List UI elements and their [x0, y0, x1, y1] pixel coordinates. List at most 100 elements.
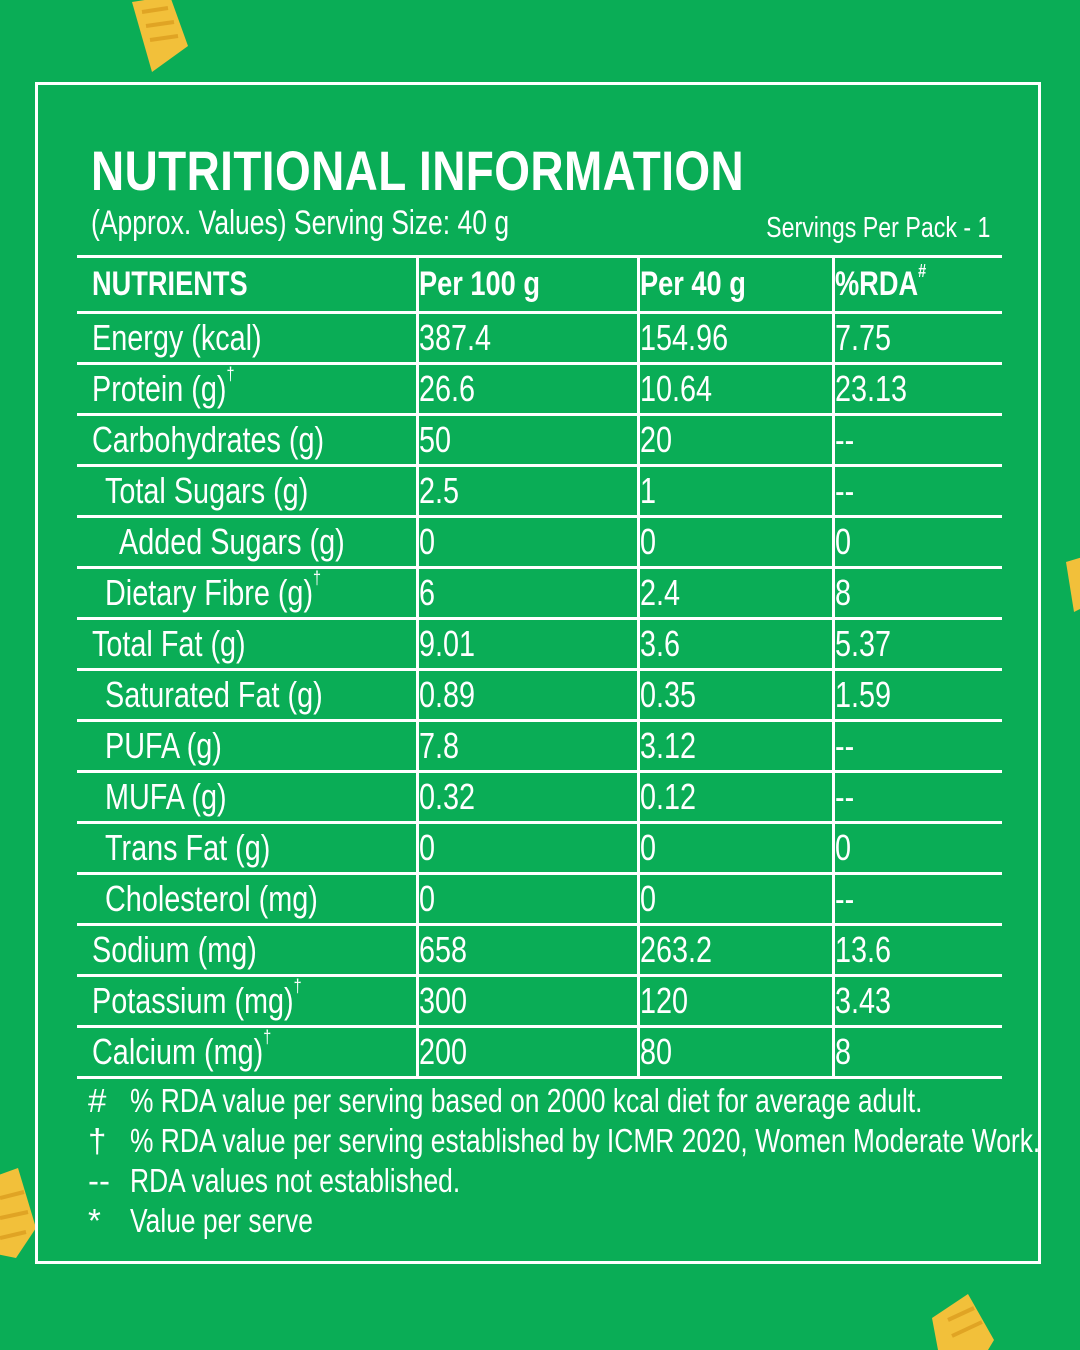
- footnote-text: RDA values not established.: [130, 1162, 461, 1199]
- dagger-mark: †: [313, 568, 322, 589]
- serving-size-label: (Approx. Values) Serving Size: 40 g: [91, 204, 510, 242]
- nutrient-name: Dietary Fibre (g)†: [77, 566, 417, 620]
- table-row: Total Fat (g) 9.01 3.6 5.37: [77, 617, 1002, 671]
- rda-value: --: [831, 464, 1002, 518]
- table-row: Sodium (mg) 658 263.2 13.6: [77, 923, 1002, 977]
- nutrient-name: Protein (g)†: [77, 362, 417, 416]
- rda-hash-mark: #: [917, 261, 926, 281]
- header-rda: %RDA#: [831, 255, 1002, 314]
- table-row: Potassium (mg)† 300 120 3.43: [77, 974, 1002, 1028]
- table-row: Cholesterol (mg) 0 0 --: [77, 872, 1002, 926]
- nutrient-name: PUFA (g): [77, 719, 417, 773]
- dagger-mark: †: [263, 1027, 272, 1048]
- snack-chip-image: [0, 1168, 36, 1258]
- per-40g-value: 0.35: [636, 668, 833, 722]
- header-per-40g: Per 40 g: [636, 255, 833, 314]
- per-100g-value: 0: [415, 515, 638, 569]
- per-100g-value: 300: [415, 974, 638, 1028]
- nutrient-name: MUFA (g): [77, 770, 417, 824]
- nutrient-name: Total Fat (g): [77, 617, 417, 671]
- per-100g-value: 200: [415, 1025, 638, 1079]
- per-100g-value: 2.5: [415, 464, 638, 518]
- header-nutrients: NUTRIENTS: [77, 255, 417, 314]
- table-row: Saturated Fat (g) 0.89 0.35 1.59: [77, 668, 1002, 722]
- footnote-symbol: †: [88, 1122, 107, 1159]
- footnote-text: Value per serve: [130, 1202, 313, 1239]
- nutrient-name: Saturated Fat (g): [77, 668, 417, 722]
- rda-value: 13.6: [831, 923, 1002, 977]
- footnote-symbol: *: [88, 1202, 101, 1239]
- per-100g-value: 0: [415, 821, 638, 875]
- table-row: Trans Fat (g) 0 0 0: [77, 821, 1002, 875]
- per-100g-value: 0.32: [415, 770, 638, 824]
- table-row: Total Sugars (g) 2.5 1 --: [77, 464, 1002, 518]
- rda-value: 3.43: [831, 974, 1002, 1028]
- per-40g-value: 1: [636, 464, 833, 518]
- per-100g-value: 7.8: [415, 719, 638, 773]
- table-row: Added Sugars (g) 0 0 0: [77, 515, 1002, 569]
- footnote-symbol: --: [88, 1162, 110, 1199]
- table-row: PUFA (g) 7.8 3.12 --: [77, 719, 1002, 773]
- rda-value: --: [831, 872, 1002, 926]
- rda-value: --: [831, 770, 1002, 824]
- per-40g-value: 3.6: [636, 617, 833, 671]
- nutrient-name: Total Sugars (g): [77, 464, 417, 518]
- rda-value: --: [831, 719, 1002, 773]
- nutrition-table: NUTRIENTS Per 100 g Per 40 g %RDA# Energ…: [77, 255, 1002, 1079]
- header-per-100g: Per 100 g: [415, 255, 638, 314]
- per-40g-value: 10.64: [636, 362, 833, 416]
- per-40g-value: 263.2: [636, 923, 833, 977]
- per-40g-value: 154.96: [636, 311, 833, 365]
- rda-value: 0: [831, 515, 1002, 569]
- rda-value: 5.37: [831, 617, 1002, 671]
- per-100g-value: 387.4: [415, 311, 638, 365]
- per-100g-value: 50: [415, 413, 638, 467]
- nutrient-name: Cholesterol (mg): [77, 872, 417, 926]
- rda-value: 7.75: [831, 311, 1002, 365]
- footnote-text: % RDA value per serving established by I…: [130, 1122, 1041, 1159]
- per-40g-value: 2.4: [636, 566, 833, 620]
- dagger-mark: †: [293, 976, 302, 997]
- table-row: Protein (g)† 26.6 10.64 23.13: [77, 362, 1002, 416]
- table-header-row: NUTRIENTS Per 100 g Per 40 g %RDA#: [77, 255, 1002, 314]
- nutrition-panel: [35, 82, 1041, 1264]
- table-row: Dietary Fibre (g)† 6 2.4 8: [77, 566, 1002, 620]
- nutrient-name: Trans Fat (g): [77, 821, 417, 875]
- nutrient-name: Carbohydrates (g): [77, 413, 417, 467]
- rda-value: --: [831, 413, 1002, 467]
- nutrient-name: Potassium (mg)†: [77, 974, 417, 1028]
- per-100g-value: 26.6: [415, 362, 638, 416]
- per-40g-value: 80: [636, 1025, 833, 1079]
- rda-value: 8: [831, 566, 1002, 620]
- snack-chip-image: [932, 1294, 994, 1350]
- table-row: Calcium (mg)† 200 80 8: [77, 1025, 1002, 1079]
- per-40g-value: 0: [636, 515, 833, 569]
- nutrient-name: Calcium (mg)†: [77, 1025, 417, 1079]
- footnote-text: % RDA value per serving based on 2000 kc…: [130, 1082, 923, 1119]
- per-40g-value: 20: [636, 413, 833, 467]
- nutrient-name: Added Sugars (g): [77, 515, 417, 569]
- rda-value: 8: [831, 1025, 1002, 1079]
- per-100g-value: 9.01: [415, 617, 638, 671]
- per-100g-value: 0: [415, 872, 638, 926]
- dagger-mark: †: [226, 364, 235, 385]
- per-40g-value: 0: [636, 872, 833, 926]
- nutrient-name: Energy (kcal): [77, 311, 417, 365]
- table-row: MUFA (g) 0.32 0.12 --: [77, 770, 1002, 824]
- servings-per-pack-label: Servings Per Pack - 1: [765, 212, 990, 244]
- per-100g-value: 658: [415, 923, 638, 977]
- table-row: Energy (kcal) 387.4 154.96 7.75: [77, 311, 1002, 365]
- nutrient-name: Sodium (mg): [77, 923, 417, 977]
- per-40g-value: 3.12: [636, 719, 833, 773]
- per-40g-value: 0.12: [636, 770, 833, 824]
- footnote-symbol: #: [88, 1082, 107, 1119]
- per-40g-value: 0: [636, 821, 833, 875]
- snack-chip-image: [132, 0, 188, 72]
- per-100g-value: 0.89: [415, 668, 638, 722]
- page-title: NUTRITIONAL INFORMATION: [91, 139, 745, 202]
- snack-chip-image: [1066, 557, 1080, 612]
- table-row: Carbohydrates (g) 50 20 --: [77, 413, 1002, 467]
- rda-value: 1.59: [831, 668, 1002, 722]
- per-100g-value: 6: [415, 566, 638, 620]
- rda-value: 23.13: [831, 362, 1002, 416]
